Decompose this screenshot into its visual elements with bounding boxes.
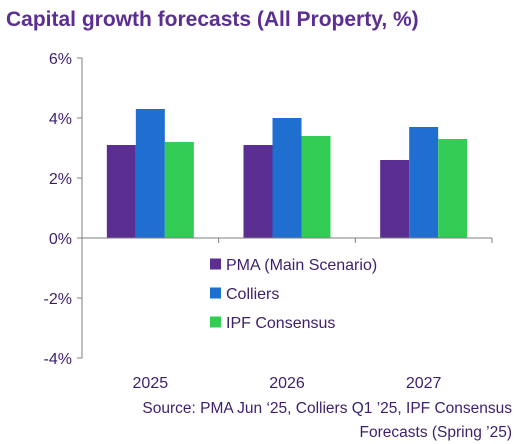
- y-tick-label: -4%: [44, 351, 72, 368]
- source-note-line-2: Forecasts (Spring ’25): [360, 424, 512, 441]
- legend-label: PMA (Main Scenario): [226, 257, 377, 274]
- legend: PMA (Main Scenario) Colliers IPF Consensus: [210, 257, 377, 332]
- bar-colliers-2025: [135, 109, 165, 238]
- source-note-line-1: Source: PMA Jun ‘25, Colliers Q1 ’25, IP…: [142, 400, 512, 417]
- y-tick-label: -2%: [44, 291, 72, 308]
- bar-colliers-2027: [409, 127, 439, 238]
- legend-swatch: [210, 316, 221, 328]
- legend-label: Colliers: [226, 286, 279, 303]
- legend-swatch: [210, 287, 221, 299]
- legend-swatch: [210, 258, 221, 270]
- bar-colliers-2026: [272, 118, 302, 238]
- y-tick-label: 2%: [49, 171, 72, 188]
- bar-ipf-consensus-2027: [438, 139, 468, 238]
- y-tick-label: 0%: [49, 231, 72, 248]
- x-axis-ticks: 2025 2026 2027: [133, 238, 493, 392]
- x-tick-label-2027: 2027: [406, 375, 442, 392]
- x-tick-label-2025: 2025: [133, 375, 169, 392]
- chart-title: Capital growth forecasts (All Property, …: [6, 8, 419, 31]
- bar-ipf-consensus-2026: [301, 136, 331, 238]
- bar-pma-main-scenario-2027: [380, 160, 410, 238]
- y-axis-ticks: 6% 4% 2% 0% -2% -4%: [44, 51, 82, 368]
- bar-pma-main-scenario-2026: [243, 145, 273, 238]
- bar-ipf-consensus-2025: [164, 142, 194, 238]
- y-tick-label: 4%: [49, 111, 72, 128]
- bars: [106, 109, 468, 238]
- bar-pma-main-scenario-2025: [106, 145, 136, 238]
- y-tick-label: 6%: [49, 51, 72, 68]
- legend-label: IPF Consensus: [226, 315, 335, 332]
- x-tick-label-2026: 2026: [269, 375, 305, 392]
